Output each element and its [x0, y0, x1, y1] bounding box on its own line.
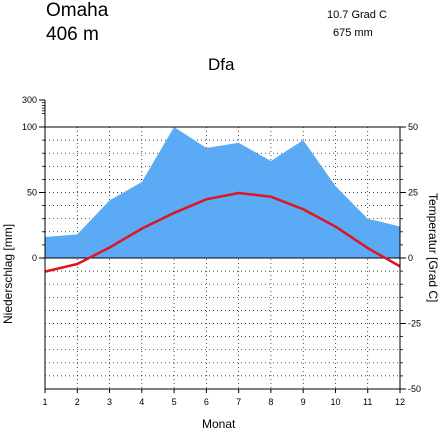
climate-class: Dfa	[208, 55, 235, 74]
x-axis-label: Monat	[202, 417, 236, 430]
x-tick-label: 3	[107, 397, 112, 407]
x-tick-label: 8	[268, 397, 273, 407]
x-tick-label: 11	[363, 397, 372, 407]
right-tick-label: 25	[408, 188, 418, 198]
right-tick-label: 0	[408, 253, 413, 263]
temperature-line	[44, 191, 401, 273]
x-tick-label: 6	[204, 397, 209, 407]
x-tick-label: 7	[236, 397, 241, 407]
x-tick-label: 5	[172, 397, 177, 407]
right-tick-label: -50	[408, 384, 421, 394]
left-tick-label: 100	[22, 122, 37, 132]
annual-precipitation: 675 mm	[333, 27, 373, 39]
y-axis-label-left: Niederschlag [mm]	[1, 224, 15, 324]
x-tick-label: 10	[330, 397, 340, 407]
x-tick-label: 2	[75, 397, 80, 407]
x-tick-label: 12	[395, 397, 405, 407]
station-elevation: 406 m	[46, 24, 99, 45]
left-tick-label: 300	[22, 95, 37, 105]
left-tick-label: 50	[27, 188, 37, 198]
x-tick-label: 4	[139, 397, 144, 407]
right-tick-label: -25	[408, 319, 421, 329]
left-tick-label: 0	[32, 253, 37, 263]
station-name: Omaha	[46, 0, 109, 21]
mean-temperature: 10.7 Grad C	[327, 9, 387, 21]
x-tick-label: 1	[42, 397, 47, 407]
y-axis-label-right: Temperatur [Grad C]	[426, 193, 439, 302]
precipitation-area	[45, 127, 400, 258]
x-tick-label: 9	[301, 397, 306, 407]
right-tick-label: 50	[408, 122, 418, 132]
